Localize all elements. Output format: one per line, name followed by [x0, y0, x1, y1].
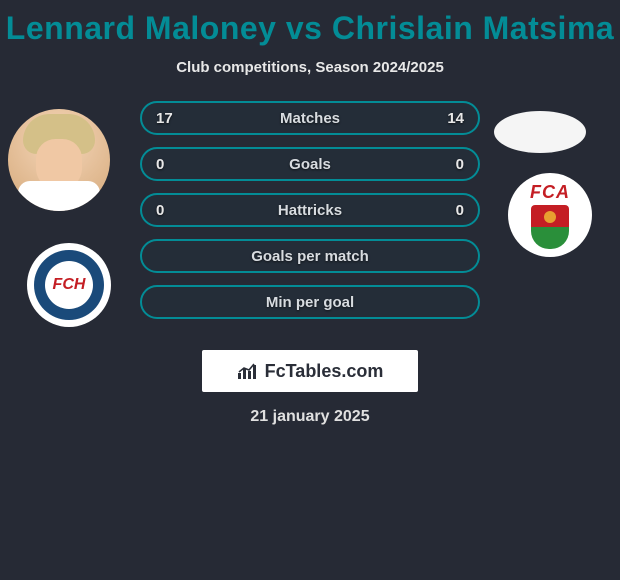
- page-title: Lennard Maloney vs Chrislain Matsima: [0, 0, 620, 47]
- stat-row: Min per goal: [140, 285, 480, 319]
- stat-left-value: 17: [156, 110, 173, 127]
- stat-right-value: 0: [456, 156, 464, 173]
- branding-text: FcTables.com: [265, 361, 384, 382]
- stat-label: Matches: [280, 110, 340, 127]
- stat-rows: 17 Matches 14 0 Goals 0 0 Hattricks 0 Go…: [140, 101, 480, 331]
- stat-right-value: 0: [456, 202, 464, 219]
- club-badge-right-text: FCA: [530, 182, 570, 203]
- club-badge-right: FCA: [508, 173, 592, 257]
- stat-label: Goals per match: [251, 248, 369, 265]
- stat-label: Hattricks: [278, 202, 342, 219]
- stat-label: Goals: [289, 156, 331, 173]
- bar-chart-icon: [237, 362, 259, 380]
- stat-left-value: 0: [156, 202, 164, 219]
- club-badge-right-shield-icon: [531, 205, 569, 249]
- club-badge-left-text: FCH: [45, 261, 93, 309]
- stat-row: 0 Goals 0: [140, 147, 480, 181]
- player-left-photo: [8, 109, 110, 211]
- comparison-area: FCH FCA 17 Matches 14 0 Goals 0 0 Hattri…: [0, 101, 620, 361]
- stat-row: Goals per match: [140, 239, 480, 273]
- player-right-placeholder: [494, 111, 586, 153]
- stat-row: 17 Matches 14: [140, 101, 480, 135]
- branding-box: FcTables.com: [202, 350, 418, 392]
- stat-label: Min per goal: [266, 294, 354, 311]
- club-badge-left: FCH: [27, 243, 111, 327]
- stat-right-value: 14: [447, 110, 464, 127]
- subtitle: Club competitions, Season 2024/2025: [0, 59, 620, 76]
- stat-left-value: 0: [156, 156, 164, 173]
- stat-row: 0 Hattricks 0: [140, 193, 480, 227]
- date-line: 21 january 2025: [0, 408, 620, 426]
